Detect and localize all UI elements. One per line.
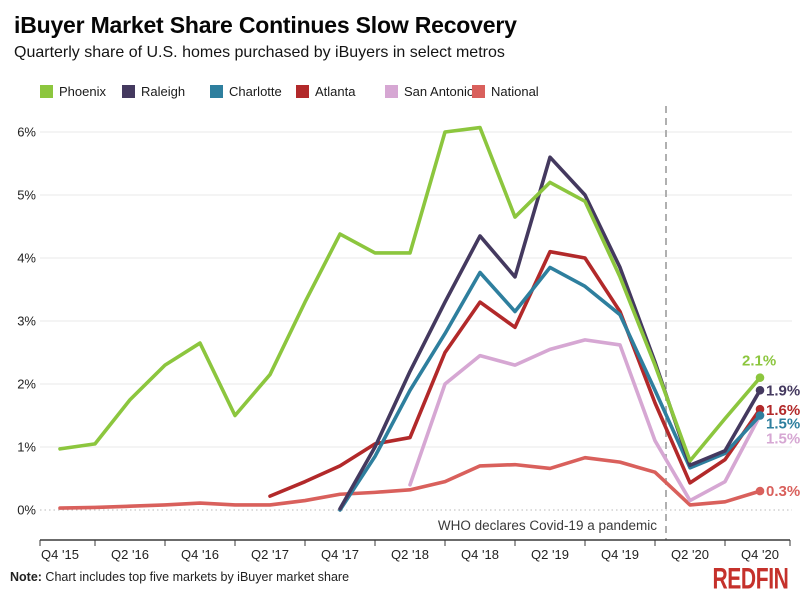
page-subtitle: Quarterly share of U.S. homes purchased … — [14, 44, 505, 61]
legend-swatch-phoenix — [40, 84, 53, 98]
x-axis-label-4: Q4 '16 — [181, 547, 219, 562]
y-axis-label-0%: 0% — [17, 503, 36, 518]
y-axis-label-1%: 1% — [17, 440, 36, 455]
footnote-label: Note: — [10, 570, 42, 584]
redfin-logo: REDFIN — [711, 562, 788, 596]
x-axis-label-8: Q4 '17 — [321, 547, 359, 562]
legend-label: Raleigh — [141, 83, 186, 99]
x-axis-label-20: Q4 '20 — [741, 547, 779, 562]
x-axis-label-2: Q2 '16 — [111, 547, 149, 562]
x-axis-label-6: Q2 '17 — [251, 547, 289, 562]
pandemic-annotation: WHO declares Covid-19 a pandemic — [438, 518, 657, 533]
legend-item-charlotte: Charlotte — [210, 83, 282, 99]
series-line-phoenix — [58, 125, 762, 463]
legend-swatch-atlanta — [296, 84, 309, 98]
legend-label: Charlotte — [229, 83, 282, 99]
legend-label: Phoenix — [59, 83, 106, 99]
legend-swatch-charlotte — [210, 84, 223, 98]
legend-item-san-antonio: San Antonio — [385, 83, 475, 99]
x-axis-label-0: Q4 '15 — [41, 547, 79, 562]
x-axis-label-18: Q2 '20 — [671, 547, 709, 562]
y-axis-label-3%: 3% — [17, 314, 36, 329]
x-axis-label-12: Q4 '18 — [461, 547, 499, 562]
legend-swatch-national — [472, 84, 485, 98]
footnote-text: Chart includes top five markets by iBuye… — [41, 570, 350, 584]
series-line-atlanta — [268, 249, 762, 498]
legend-label: National — [491, 83, 539, 99]
y-axis-label-2%: 2% — [17, 377, 36, 392]
legend-swatch-raleigh — [122, 84, 135, 98]
series-end-dot-national — [755, 486, 765, 496]
end-label-phoenix: 2.1% — [742, 353, 776, 370]
page-title: iBuyer Market Share Continues Slow Recov… — [14, 12, 517, 38]
end-label-national: 0.3% — [766, 483, 800, 500]
x-axis-label-16: Q4 '19 — [601, 547, 639, 562]
series-line-raleigh — [338, 155, 762, 511]
series-line-charlotte — [338, 265, 762, 512]
series-line-san-antonio — [408, 338, 762, 503]
series-end-dot-atlanta — [755, 404, 765, 414]
end-label-atlanta: 1.6% — [766, 402, 800, 419]
legend-swatch-san-antonio — [385, 84, 398, 98]
end-label-raleigh: 1.9% — [766, 382, 800, 399]
x-axis-label-14: Q2 '19 — [531, 547, 569, 562]
y-axis-label-5%: 5% — [17, 188, 36, 203]
legend-item-atlanta: Atlanta — [296, 83, 356, 99]
y-axis-label-4%: 4% — [17, 251, 36, 266]
legend-item-phoenix: Phoenix — [40, 83, 106, 99]
x-axis-label-10: Q2 '18 — [391, 547, 429, 562]
end-label-san-antonio: 1.5% — [766, 431, 800, 448]
y-axis-label-6%: 6% — [17, 125, 36, 140]
legend-label: San Antonio — [404, 83, 475, 99]
series-end-dot-charlotte — [755, 411, 765, 420]
legend-label: Atlanta — [315, 83, 356, 99]
legend-item-raleigh: Raleigh — [122, 83, 186, 99]
series-end-dot-raleigh — [755, 386, 765, 395]
series-line-national — [58, 455, 762, 510]
series-end-dot-phoenix — [755, 373, 765, 383]
footnote: Note: Chart includes top five markets by… — [10, 570, 349, 584]
legend-item-national: National — [472, 83, 539, 99]
end-label-charlotte: 1.5% — [766, 416, 800, 433]
